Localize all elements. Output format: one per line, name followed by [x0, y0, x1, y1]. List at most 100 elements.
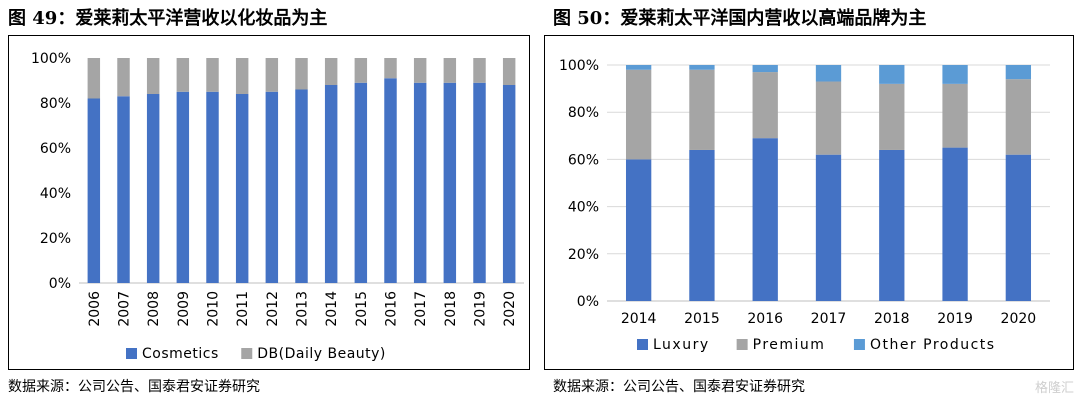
left-bar-db-daily-beauty--2019	[473, 58, 486, 83]
left-xtick-label: 2007	[117, 291, 133, 327]
right-ytick-label: 40%	[568, 200, 599, 216]
right-xtick-label: 2017	[811, 311, 847, 327]
left-bar-db-daily-beauty--2010	[206, 58, 219, 92]
right-bar-premium-2018	[879, 83, 905, 150]
left-bar-cosmetics-2018	[443, 82, 457, 283]
right-bar-premium-2019	[942, 83, 968, 148]
right-ytick-label: 20%	[568, 247, 599, 263]
left-xtick-label: 2018	[443, 291, 459, 327]
left-xtick-label: 2013	[295, 291, 311, 327]
left-ytick-label: 0%	[49, 276, 71, 292]
right-bar-premium-2020	[1005, 79, 1032, 155]
right-bar-luxury-2018	[879, 149, 905, 301]
left-bar-cosmetics-2017	[413, 82, 427, 283]
right-xtick-label: 2016	[747, 311, 783, 327]
left-xtick-label: 2011	[235, 291, 251, 327]
left-ytick-label: 20%	[40, 231, 71, 247]
left-bar-cosmetics-2012	[265, 91, 279, 283]
left-bar-db-daily-beauty--2013	[295, 58, 308, 90]
left-bar-cosmetics-2013	[295, 89, 308, 283]
right-source-note: 数据来源：公司公告、国泰君安证券研究	[553, 379, 805, 395]
left-bar-db-daily-beauty--2008	[146, 58, 160, 94]
left-source-note: 数据来源：公司公告、国泰君安证券研究	[8, 379, 260, 395]
left-xtick-label: 2019	[473, 291, 489, 327]
left-ytick-label: 60%	[40, 141, 71, 157]
left-bar-cosmetics-2015	[354, 82, 368, 283]
left-ytick-label: 40%	[40, 186, 71, 202]
right-ytick-label: 100%	[559, 58, 599, 74]
right-bar-premium-2014	[625, 69, 652, 160]
left-ytick-label: 80%	[40, 96, 71, 112]
left-bar-cosmetics-2014	[324, 85, 338, 283]
right-xtick-label: 2020	[1001, 311, 1037, 327]
right-ytick-label: 60%	[568, 152, 599, 168]
left-xtick-label: 2009	[176, 291, 192, 327]
left-bar-db-daily-beauty--2015	[354, 58, 368, 83]
right-bar-other-products-2015	[689, 65, 715, 70]
left-chart-panel: 0% 20% 40% 60% 80% 100% 2006 2007 2008 2009 2010 20…	[8, 35, 530, 370]
left-bar-db-daily-beauty--2018	[443, 58, 457, 83]
right-legend-swatch-luxury	[637, 339, 648, 350]
left-bar-cosmetics-2010	[206, 91, 219, 283]
left-xtick-label: 2008	[146, 291, 162, 327]
right-bar-luxury-2020	[1005, 154, 1032, 301]
left-xtick-label: 2017	[413, 291, 429, 327]
left-bar-cosmetics-2011	[235, 94, 249, 283]
left-bar-db-daily-beauty--2011	[235, 58, 249, 94]
right-bar-luxury-2017	[815, 154, 842, 301]
left-xtick-label: 2006	[87, 291, 103, 327]
right-legend-label: Other Products	[870, 337, 996, 353]
right-xtick-label: 2014	[621, 311, 657, 327]
left-bar-db-daily-beauty--2014	[324, 58, 338, 85]
left-bar-cosmetics-2008	[146, 94, 160, 283]
right-chart-panel: 0% 20% 40% 60% 80% 100% 2014 2015 2016 2017 2018 20…	[544, 35, 1074, 370]
right-legend-label: Luxury	[653, 337, 710, 353]
right-ytick-label: 80%	[568, 105, 599, 121]
left-legend-label: Cosmetics	[142, 346, 219, 362]
left-xtick-label: 2012	[265, 291, 281, 327]
left-xtick-label: 2015	[354, 291, 370, 327]
right-legend-swatch-other-products	[853, 339, 865, 350]
right-bar-luxury-2014	[625, 159, 652, 301]
right-chart: 0% 20% 40% 60% 80% 100% 2014 2015 2016 2017 2018 20…	[559, 58, 1050, 353]
left-bar-cosmetics-2007	[117, 96, 130, 283]
left-bar-cosmetics-2009	[176, 91, 190, 283]
left-bar-db-daily-beauty--2006	[87, 58, 101, 99]
right-bar-other-products-2019	[942, 65, 968, 84]
right-legend-swatch-premium	[736, 339, 748, 350]
left-chart: 0% 20% 40% 60% 80% 100% 2006 2007 2008 2009 2010 20…	[31, 51, 524, 362]
right-xtick-label: 2015	[684, 311, 720, 327]
right-bar-premium-2016	[752, 72, 778, 139]
left-xtick-label: 2010	[206, 291, 222, 327]
left-bar-cosmetics-2016	[384, 78, 397, 283]
right-bar-premium-2017	[815, 81, 842, 155]
right-xtick-label: 2019	[937, 311, 973, 327]
right-xtick-label: 2018	[874, 311, 910, 327]
right-chart-title: 图 50：爱莱莉太平洋国内营收以高端品牌为主	[553, 8, 927, 29]
left-ytick-label: 100%	[31, 51, 71, 67]
left-bar-db-daily-beauty--2020	[502, 58, 516, 85]
right-legend-label: Premium	[753, 337, 826, 353]
watermark-text: 格隆汇	[1034, 381, 1074, 396]
right-bar-other-products-2017	[815, 65, 842, 82]
left-bar-cosmetics-2006	[87, 98, 101, 283]
right-bar-premium-2015	[689, 69, 715, 150]
left-chart-title: 图 49：爱莱莉太平洋营收以化妆品为主	[8, 8, 328, 29]
left-legend-swatch-db-daily-beauty-	[241, 348, 253, 359]
left-bar-db-daily-beauty--2012	[265, 58, 279, 92]
left-xtick-label: 2014	[324, 291, 340, 327]
right-ytick-label: 0%	[577, 294, 599, 310]
right-bar-other-products-2018	[879, 65, 905, 84]
right-bar-other-products-2014	[625, 65, 652, 70]
left-xtick-label: 2020	[502, 291, 518, 327]
left-bar-db-daily-beauty--2007	[117, 58, 130, 97]
left-bar-db-daily-beauty--2017	[413, 58, 427, 83]
left-legend-swatch-cosmetics	[126, 348, 137, 359]
left-bar-db-daily-beauty--2016	[384, 58, 397, 79]
right-bar-luxury-2019	[942, 147, 968, 301]
right-bar-luxury-2015	[689, 149, 715, 301]
left-bar-cosmetics-2020	[502, 85, 516, 283]
right-bar-other-products-2020	[1005, 65, 1032, 80]
left-bar-cosmetics-2019	[473, 82, 486, 283]
left-legend-label: DB(Daily Beauty)	[257, 346, 386, 362]
